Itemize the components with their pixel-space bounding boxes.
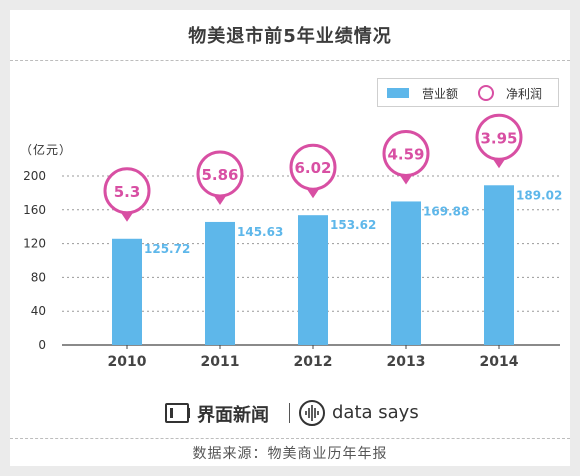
revenue-bar	[391, 201, 421, 345]
x-tick-label: 2014	[480, 354, 519, 370]
profit-value-label: 5.86	[201, 166, 238, 184]
profit-bubble	[289, 143, 337, 191]
partner-name: data says	[332, 402, 419, 423]
profit-value-label: 6.02	[294, 159, 331, 177]
y-tick-label: 0	[38, 338, 46, 352]
x-tick-label: 2012	[294, 354, 333, 370]
y-tick-label: 200	[23, 169, 46, 183]
brand-separator	[289, 403, 290, 423]
profit-bubble	[103, 167, 151, 215]
y-tick-label: 40	[31, 304, 46, 318]
footer-divider	[10, 438, 570, 439]
jiemian-logo-icon	[165, 403, 190, 423]
profit-bubble	[196, 150, 244, 198]
revenue-bar	[298, 215, 328, 345]
revenue-bar	[205, 221, 235, 345]
bar-value-label: 189.02	[516, 188, 562, 202]
x-tick-label: 2013	[387, 354, 426, 370]
x-tick-label: 2011	[201, 354, 240, 370]
bar-value-label: 125.72	[144, 242, 190, 256]
profit-bubble	[475, 113, 523, 161]
title-divider	[10, 60, 570, 61]
chart-title: 物美退市前5年业绩情况	[188, 26, 392, 47]
revenue-bar	[112, 238, 142, 345]
profit-value-label: 4.59	[387, 145, 424, 163]
datasays-logo-icon	[299, 400, 325, 426]
y-tick-label: 160	[23, 203, 46, 217]
legend-circle-label: 净利润	[506, 87, 543, 101]
legend: 营业额 净利润	[377, 78, 559, 107]
y-axis-unit: （亿元）	[20, 143, 73, 157]
legend-bar-label: 营业额	[422, 87, 459, 101]
brand-name: 界面新闻	[197, 405, 269, 426]
legend-bar-swatch	[387, 88, 409, 98]
bar-value-label: 169.88	[423, 204, 469, 218]
profit-bubble	[382, 129, 430, 177]
legend-circle-swatch	[478, 85, 494, 101]
bar-value-label: 145.63	[237, 225, 283, 239]
data-source: 数据来源：物美商业历年年报	[192, 446, 388, 462]
y-tick-label: 120	[23, 237, 46, 251]
revenue-bar	[484, 185, 514, 345]
bar-value-label: 153.62	[330, 218, 376, 232]
profit-value-label: 3.95	[480, 129, 517, 147]
y-tick-label: 80	[31, 270, 46, 284]
profit-value-label: 5.3	[114, 183, 141, 201]
x-tick-label: 2010	[108, 354, 147, 370]
